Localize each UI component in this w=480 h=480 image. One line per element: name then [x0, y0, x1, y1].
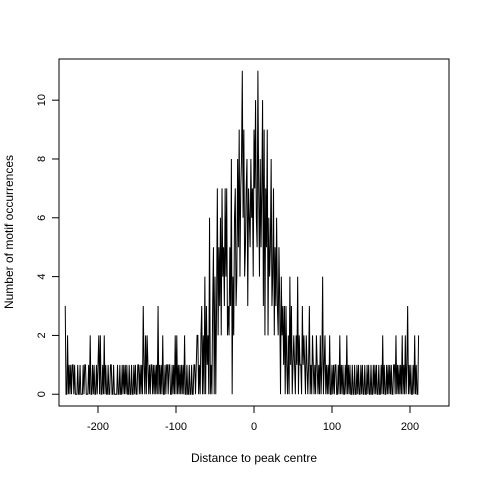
series-line	[64, 70, 420, 395]
x-tick-label: 200	[401, 421, 419, 433]
x-axis: -200 -100 0 100 200	[87, 405, 419, 433]
y-tick-label: 6	[36, 215, 48, 221]
y-tick-label: 2	[36, 332, 48, 338]
x-tick-label: -100	[165, 421, 187, 433]
x-tick-label: 0	[251, 421, 257, 433]
y-tick-label: 8	[36, 156, 48, 162]
y-tick-label: 0	[36, 391, 48, 397]
x-axis-title: Distance to peak centre	[191, 451, 317, 465]
y-axis: 0 2 4 6 8 10	[36, 94, 60, 397]
x-tick-label: 100	[323, 421, 341, 433]
x-tick-label: -200	[87, 421, 109, 433]
y-axis-title: Number of motif occurrences	[2, 155, 16, 309]
y-tick-label: 10	[36, 94, 48, 106]
plot-frame	[58, 58, 450, 407]
y-tick-label: 4	[36, 274, 48, 280]
